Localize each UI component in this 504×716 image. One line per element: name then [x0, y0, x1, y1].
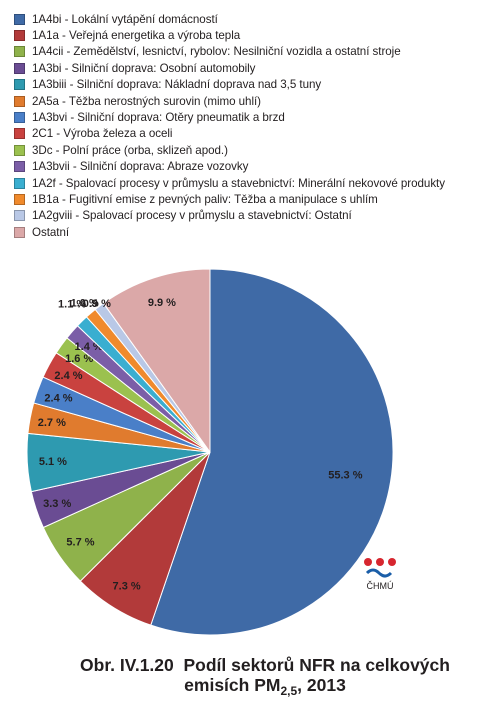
legend-swatch — [14, 226, 25, 238]
slice-value-label: 55.3 % — [328, 470, 362, 482]
legend-item: 1A1a - Veřejná energetika a výroba tepla — [14, 27, 499, 43]
legend-label: 1A3bvi - Silniční doprava: Otěry pneumat… — [32, 111, 285, 125]
figure-caption: Obr. IV.1.20 Podíl sektorů NFR na celkov… — [30, 655, 500, 698]
legend-label: 1A3biii - Silniční doprava: Nákladní dop… — [32, 78, 322, 92]
chart-legend: 1A4bi - Lokální vytápění domácností 1A1a … — [14, 11, 499, 240]
legend-item: 1A3bvi - Silniční doprava: Otěry pneumat… — [14, 109, 499, 125]
legend-item: 1A3bvii - Silniční doprava: Abraze vozov… — [14, 159, 499, 175]
slice-value-label: 0.9 % — [83, 298, 111, 310]
legend-item: Ostatní — [14, 224, 499, 240]
slice-value-label: 9.9 % — [148, 297, 176, 309]
slice-value-label: 2.4 % — [54, 370, 82, 382]
chmu-logo-icon: ČHMÚ — [364, 558, 396, 591]
slice-value-label: 1.1 % — [58, 298, 86, 310]
pie-chart: 55.3 % 7.3 % 5.7 % 3.3 % 5.1 % 2.7 % 2.4 % 2.4 … — [26, 268, 394, 636]
legend-swatch — [14, 193, 25, 205]
chmu-logo: ČHMÚ — [363, 556, 397, 592]
legend-swatch — [14, 128, 25, 140]
legend-swatch — [14, 112, 25, 124]
slice-value-label: 3.3 % — [43, 498, 71, 510]
legend-label: 1B1a - Fugitivní emise z pevných paliv: … — [32, 192, 378, 206]
legend-swatch — [14, 62, 25, 74]
slice-value-label: 1.0 % — [71, 298, 99, 310]
legend-item: 1A4cii - Zemědělství, lesnictví, rybolov… — [14, 44, 499, 60]
legend-item: 1A2f - Spalovací procesy v průmyslu a st… — [14, 175, 499, 191]
legend-label: Ostatní — [32, 225, 70, 239]
legend-swatch — [14, 95, 25, 107]
caption-title-line2-end: , 2013 — [297, 675, 346, 695]
slice-value-label: 7.3 % — [113, 581, 141, 593]
legend-label: 1A2f - Spalovací procesy v průmyslu a st… — [32, 176, 445, 190]
legend-item: 2C1 - Výroba železa a oceli — [14, 126, 499, 142]
legend-swatch — [14, 13, 25, 25]
legend-item: 1A4bi - Lokální vytápění domácností — [14, 11, 499, 27]
legend-item: 3Dc - Polní práce (orba, sklizeň apod.) — [14, 142, 499, 158]
logo-text: ČHMÚ — [367, 581, 394, 591]
slice-value-label: 5.7 % — [66, 536, 94, 548]
legend-swatch — [14, 79, 25, 91]
slice-value-label: 5.1 % — [39, 456, 67, 468]
pie-slice — [150, 268, 394, 636]
slice-value-label: 1.6 % — [65, 353, 93, 365]
legend-item: 1B1a - Fugitivní emise z pevných paliv: … — [14, 191, 499, 207]
legend-label: 1A4cii - Zemědělství, lesnictví, rybolov… — [32, 45, 401, 59]
legend-label: 1A1a - Veřejná energetika a výroba tepla — [32, 29, 241, 43]
legend-swatch — [14, 177, 25, 189]
legend-label: 2C1 - Výroba železa a oceli — [32, 127, 173, 141]
slice-value-label: 2.4 % — [44, 392, 72, 404]
legend-label: 1A3bvii - Silniční doprava: Abraze vozov… — [32, 160, 249, 174]
legend-item: 1A3bi - Silniční doprava: Osobní automob… — [14, 60, 499, 76]
slice-value-label: 1.4 % — [75, 341, 103, 353]
slice-value-label: 2.7 % — [38, 417, 66, 429]
legend-label: 2A5a - Těžba nerostných surovin (mimo uh… — [32, 94, 261, 108]
legend-swatch — [14, 144, 25, 156]
legend-swatch — [14, 46, 25, 58]
legend-label: 1A4bi - Lokální vytápění domácností — [32, 12, 218, 26]
legend-swatch — [14, 30, 25, 42]
legend-label: 1A2gviii - Spalovací procesy v průmyslu … — [32, 209, 352, 223]
caption-line-1: Obr. IV.1.20 Podíl sektorů NFR na celkov… — [30, 655, 500, 675]
legend-label: 1A3bi - Silniční doprava: Osobní automob… — [32, 61, 256, 75]
caption-title-line2-start: emisích PM — [184, 675, 281, 695]
legend-swatch — [14, 210, 25, 222]
caption-prefix: Obr. IV.1.20 — [80, 655, 174, 675]
caption-title-main: Podíl sektorů NFR na celkových — [183, 655, 450, 675]
legend-item: 1A2gviii - Spalovací procesy v průmyslu … — [14, 208, 499, 224]
caption-line-2: emisích PM2,5, 2013 — [30, 675, 500, 698]
legend-label: 3Dc - Polní práce (orba, sklizeň apod.) — [32, 143, 228, 157]
caption-title-sub: 2,5 — [280, 684, 298, 698]
legend-swatch — [14, 161, 25, 173]
legend-item: 1A3biii - Silniční doprava: Nákladní dop… — [14, 77, 499, 93]
pie-slice — [102, 268, 211, 454]
legend-item: 2A5a - Těžba nerostných surovin (mimo uh… — [14, 93, 499, 109]
